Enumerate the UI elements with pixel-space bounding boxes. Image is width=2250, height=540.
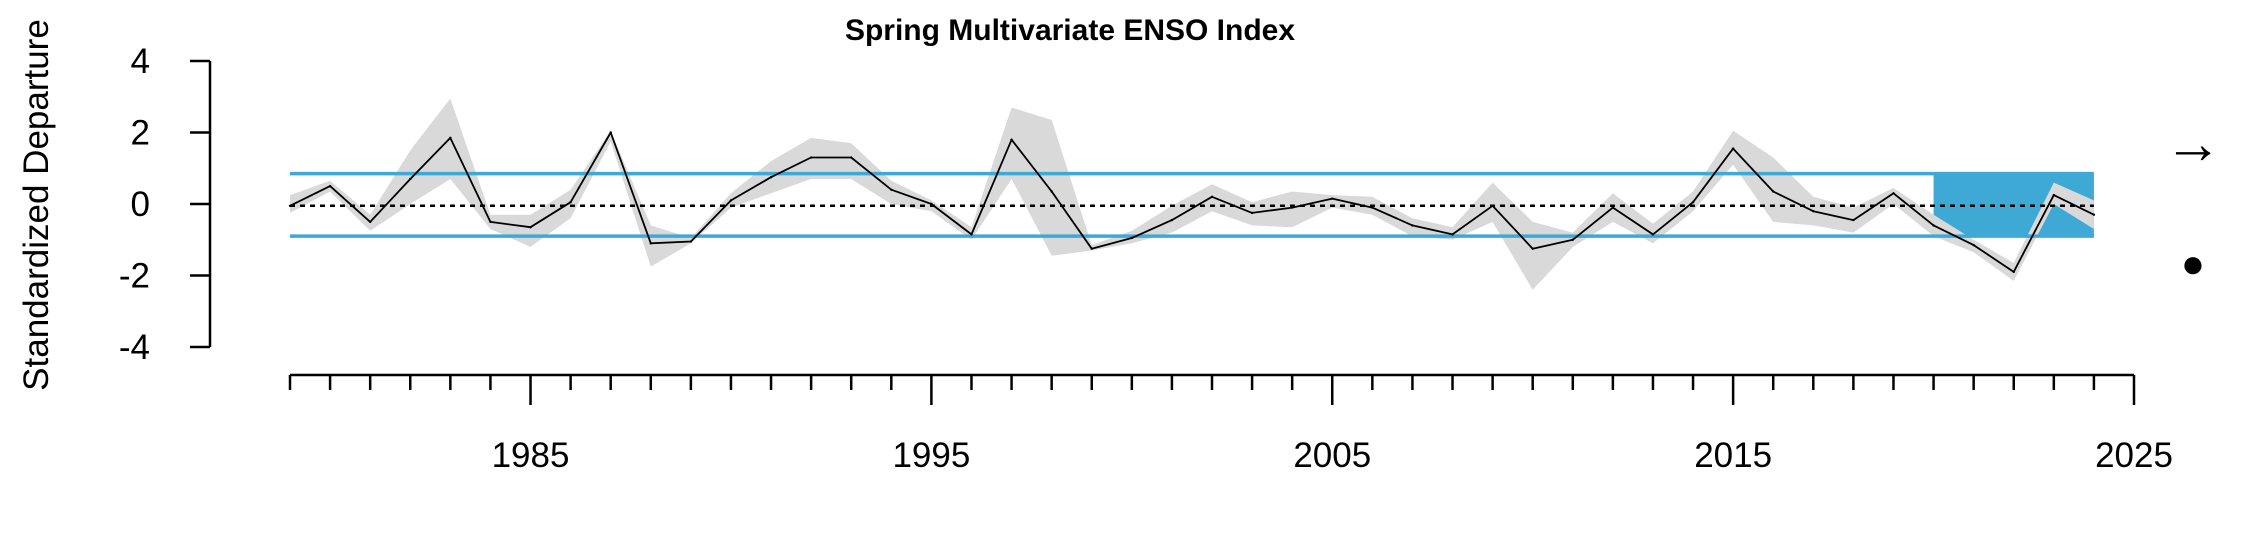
y-tick-label: -4 bbox=[119, 328, 150, 367]
x-tick-label: 1985 bbox=[492, 436, 570, 475]
data-point bbox=[1611, 206, 1615, 209]
data-point bbox=[569, 201, 572, 204]
data-point bbox=[609, 131, 612, 134]
data-point bbox=[1090, 247, 1093, 250]
data-point bbox=[1892, 192, 1895, 195]
data-point bbox=[2052, 193, 2056, 197]
reference-lines-group bbox=[290, 171, 2094, 238]
data-point bbox=[689, 240, 693, 243]
data-point bbox=[328, 184, 332, 188]
uncertainty-ribbon-group bbox=[290, 98, 2094, 290]
x-axis: 1985 1995 2005 2015 2025 bbox=[288, 373, 2173, 475]
data-point bbox=[1130, 236, 1134, 240]
data-point bbox=[1451, 233, 1454, 236]
data-point bbox=[1731, 147, 1735, 150]
data-point bbox=[2092, 213, 2096, 216]
data-point bbox=[850, 156, 853, 159]
data-point bbox=[729, 199, 733, 202]
x-tick-label: 2005 bbox=[1293, 436, 1371, 475]
data-point bbox=[1050, 190, 1053, 193]
data-point bbox=[1170, 218, 1174, 222]
data-point bbox=[1972, 243, 1975, 247]
data-point bbox=[1010, 138, 1013, 141]
data-point bbox=[649, 242, 652, 245]
data-point bbox=[769, 175, 773, 179]
y-tick-label: 4 bbox=[131, 42, 150, 81]
data-point bbox=[890, 188, 893, 191]
data-point bbox=[2012, 270, 2015, 274]
data-point bbox=[1772, 190, 1775, 193]
x-tick-label: 2025 bbox=[2095, 436, 2173, 475]
y-axis: -4 -2 0 2 4 bbox=[119, 42, 212, 367]
data-point bbox=[368, 220, 372, 224]
data-point bbox=[930, 202, 933, 206]
data-point bbox=[1290, 206, 1294, 209]
data-point bbox=[1651, 233, 1655, 236]
x-tick-label: 2015 bbox=[1694, 436, 1772, 475]
series-line-group bbox=[288, 131, 2096, 274]
data-point bbox=[1812, 209, 1815, 213]
data-point bbox=[409, 177, 412, 181]
data-point bbox=[1852, 218, 1855, 222]
data-point bbox=[449, 136, 452, 140]
trend-arrow-icon: → bbox=[2164, 111, 2222, 176]
data-point bbox=[1691, 201, 1695, 204]
data-point bbox=[1371, 206, 1374, 209]
y-axis-label: Standardized Departure bbox=[17, 19, 56, 391]
data-point bbox=[1932, 224, 1935, 227]
data-point bbox=[489, 220, 492, 224]
series-line bbox=[289, 131, 2095, 273]
data-point bbox=[288, 204, 292, 207]
y-tick-label: 2 bbox=[131, 114, 150, 153]
data-point bbox=[529, 226, 532, 229]
y-tick-label: 0 bbox=[131, 185, 150, 224]
data-point bbox=[1491, 204, 1494, 207]
data-point bbox=[1571, 238, 1574, 241]
data-point bbox=[1250, 211, 1254, 215]
data-point bbox=[809, 156, 813, 159]
data-point bbox=[1531, 247, 1534, 250]
data-point bbox=[970, 233, 973, 236]
y-tick-label: -2 bbox=[119, 257, 150, 296]
data-point bbox=[1210, 195, 1214, 199]
uncertainty-ribbon bbox=[290, 98, 2094, 290]
data-point bbox=[1411, 224, 1414, 227]
x-tick-label: 1995 bbox=[892, 436, 970, 475]
data-point bbox=[1331, 197, 1334, 200]
chart-title: Spring Multivariate ENSO Index bbox=[845, 14, 1295, 47]
status-dot-icon: ● bbox=[2181, 242, 2205, 286]
